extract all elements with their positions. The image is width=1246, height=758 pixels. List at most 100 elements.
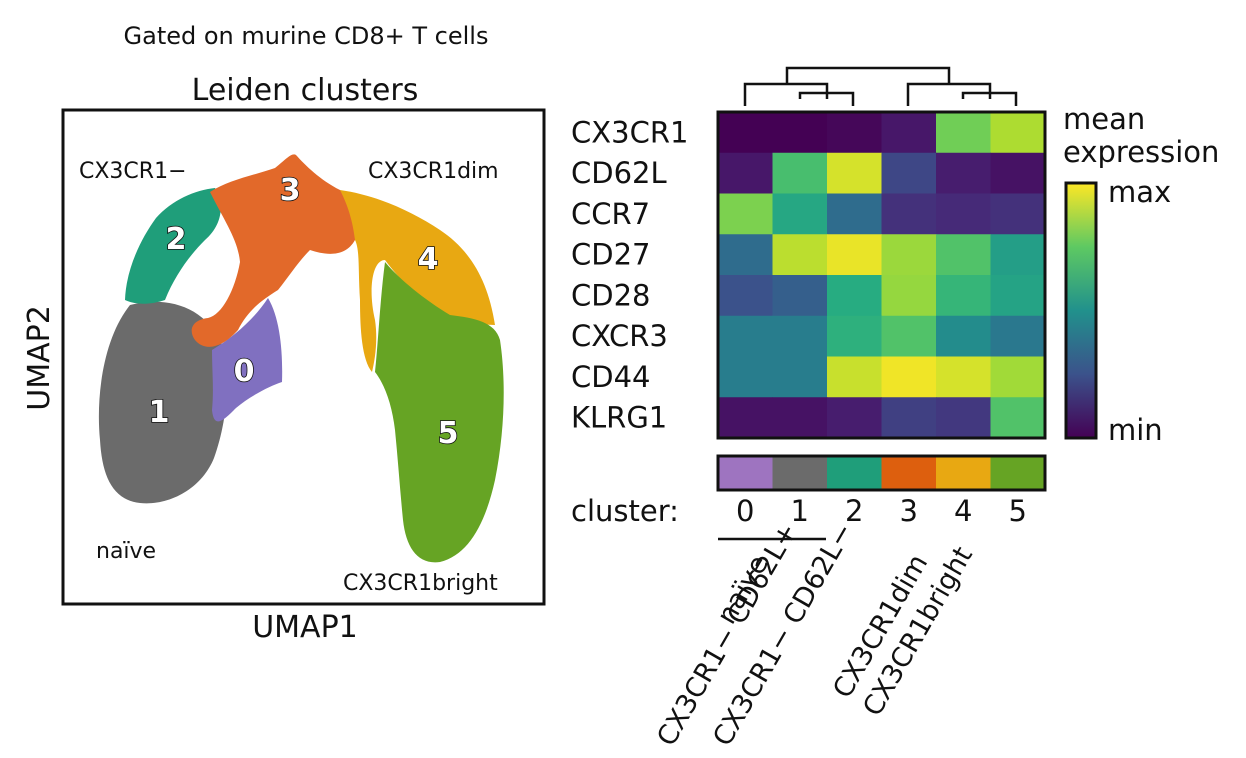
heatmap-cell — [881, 356, 937, 398]
heatmap-cell — [827, 112, 882, 154]
heatmap-cell — [990, 315, 1046, 357]
annotation-cx3cr1dim: CX3CR1dim — [368, 159, 499, 184]
heatmap-cell — [936, 152, 991, 194]
heatmap-cell — [827, 193, 882, 235]
heatmap-cell — [827, 275, 882, 317]
cluster-tick-label: 0 — [736, 494, 754, 528]
heatmap-cells — [718, 112, 1046, 439]
heatmap-cell — [772, 112, 828, 154]
heatmap-cell — [990, 193, 1046, 235]
cluster-bar-frame — [716, 454, 1047, 492]
cluster-2-region — [125, 188, 221, 304]
heatmap-cell — [827, 315, 882, 357]
cluster-color-swatch — [827, 456, 882, 490]
annotation-naive: naïve — [96, 539, 156, 564]
cluster-label-3: 3 — [280, 173, 301, 208]
umap-xlabel: UMAP1 — [252, 610, 358, 645]
heatmap-cell — [881, 234, 937, 276]
annotation-cx3cr1-neg: CX3CR1− — [79, 159, 187, 184]
heatmap-cell — [936, 112, 991, 154]
cluster-label-5: 5 — [438, 416, 459, 451]
umap-ylabel: UMAP2 — [22, 305, 57, 411]
heatmap-cell — [772, 397, 828, 439]
heatmap-cell — [718, 315, 773, 357]
colorbar-min-label: min — [1108, 413, 1163, 447]
heatmap-cell — [772, 193, 828, 235]
heatmap-cell — [881, 275, 937, 317]
heatmap-cell — [936, 315, 991, 357]
cluster-3-region — [191, 154, 357, 347]
cluster-4-region — [340, 190, 495, 372]
cluster-label-4: 4 — [418, 242, 439, 277]
heatmap-cell — [936, 397, 991, 439]
heatmap-cell — [881, 152, 937, 194]
heatmap-cell — [881, 315, 937, 357]
umap-title: Leiden clusters — [192, 73, 419, 108]
colorbar — [1064, 181, 1098, 440]
heatmap-frame — [716, 110, 1047, 440]
heatmap-cell — [990, 275, 1046, 317]
cluster-color-swatch — [772, 456, 828, 490]
cluster-tick-labels: 0 1 2 3 4 5 — [736, 494, 1027, 528]
heatmap-cell — [718, 152, 773, 194]
heatmap-cell — [881, 193, 937, 235]
heatmap-cell — [772, 152, 828, 194]
annotation-cx3cr1bright: CX3CR1bright — [343, 571, 498, 596]
heatmap-cell — [990, 112, 1046, 154]
gene-label: CX3CR1 — [571, 115, 688, 149]
cluster-axis-label: cluster: — [571, 494, 679, 528]
gene-label: CXCR3 — [571, 319, 668, 353]
umap-frame — [61, 108, 546, 606]
cluster-tick-label: 1 — [791, 494, 809, 528]
cluster-label-2: 2 — [166, 222, 187, 257]
cluster-label-0: 0 — [234, 354, 255, 389]
cluster-0-region — [212, 298, 283, 422]
heatmap-cell — [772, 275, 828, 317]
heatmap-cell — [827, 397, 882, 439]
cluster-color-swatch — [990, 456, 1046, 490]
heatmap-cell — [990, 234, 1046, 276]
cluster-tick-label: 2 — [845, 494, 863, 528]
heatmap-cell — [990, 152, 1046, 194]
heatmap-cell — [990, 397, 1046, 439]
umap-cluster-labels: 0 1 2 3 4 5 — [148, 172, 459, 452]
dendrogram — [743, 66, 1018, 106]
cluster-tick-label: 4 — [954, 494, 972, 528]
cluster-1-region — [98, 301, 228, 504]
cluster-5-region — [375, 262, 504, 563]
cluster-label-1: 1 — [149, 395, 170, 430]
heatmap-cell — [827, 152, 882, 194]
gene-label: CCR7 — [571, 197, 650, 231]
gene-label: CD27 — [571, 238, 650, 272]
heatmap-cell — [718, 356, 773, 398]
heatmap-cell — [718, 193, 773, 235]
heatmap-cell — [772, 315, 828, 357]
colorbar-title-line1: mean — [1063, 102, 1145, 136]
cluster-color-swatch — [936, 456, 991, 490]
heatmap-cell — [772, 356, 828, 398]
colorbar-title-line2: expression — [1063, 135, 1219, 169]
cluster-tick-label: 5 — [1009, 494, 1027, 528]
cluster-color-swatch — [881, 456, 937, 490]
gene-label: CD62L — [571, 156, 667, 190]
gene-label: CD28 — [571, 278, 650, 312]
gene-label: KLRG1 — [571, 401, 667, 435]
cluster-color-bar — [718, 456, 1046, 490]
heatmap-cell — [936, 193, 991, 235]
figure-header: Gated on murine CD8+ T cells — [124, 22, 489, 50]
heatmap-cell — [990, 356, 1046, 398]
heatmap-cell — [718, 397, 773, 439]
heatmap-cell — [936, 275, 991, 317]
gene-label: CD44 — [571, 360, 650, 394]
heatmap-cell — [936, 356, 991, 398]
heatmap-cell — [772, 234, 828, 276]
gene-labels: CX3CR1 CD62L CCR7 CD27 CD28 CXCR3 CD44 KLRG1 — [571, 115, 688, 434]
cluster-tick-label: 3 — [900, 494, 918, 528]
heatmap-cell — [718, 234, 773, 276]
heatmap-cell — [718, 275, 773, 317]
heatmap-cell — [718, 112, 773, 154]
heatmap-cell — [881, 112, 937, 154]
cluster-color-swatch — [718, 456, 773, 490]
heatmap-cell — [936, 234, 991, 276]
heatmap-cell — [881, 397, 937, 439]
